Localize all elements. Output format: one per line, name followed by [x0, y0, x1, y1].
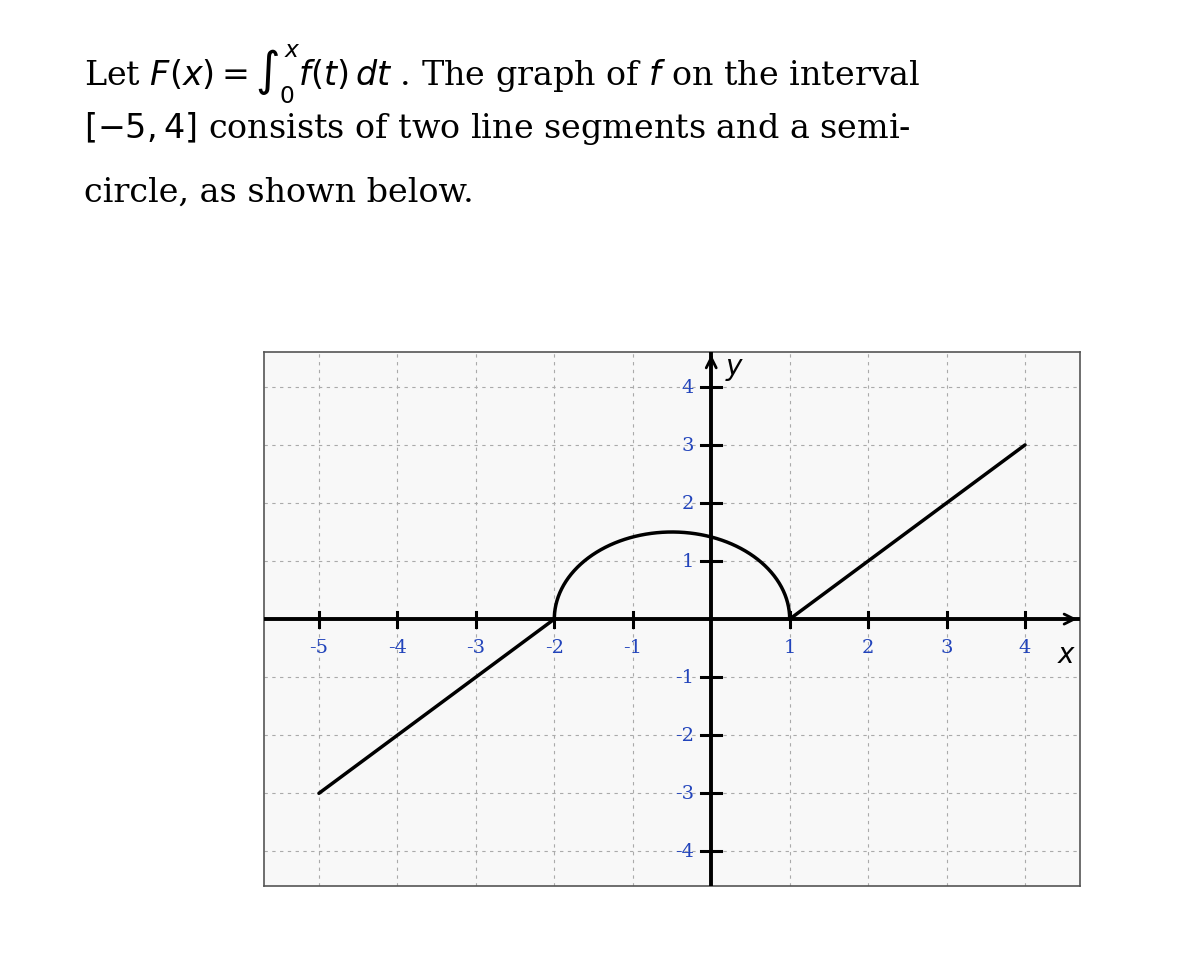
Text: 2: 2 — [682, 495, 694, 513]
Text: -2: -2 — [674, 726, 694, 744]
Text: circle, as shown below.: circle, as shown below. — [84, 176, 474, 209]
Text: -1: -1 — [623, 638, 642, 656]
Text: 1: 1 — [784, 638, 796, 656]
Text: -3: -3 — [674, 784, 694, 802]
Text: Let $F(x) = \int_0^x f(t)\,dt$ . The graph of $f$ on the interval: Let $F(x) = \int_0^x f(t)\,dt$ . The gra… — [84, 43, 920, 106]
Text: -4: -4 — [388, 638, 407, 656]
Text: 1: 1 — [682, 553, 694, 571]
Text: -3: -3 — [467, 638, 486, 656]
Text: -1: -1 — [674, 668, 694, 686]
Text: $x$: $x$ — [1057, 641, 1076, 668]
Text: 2: 2 — [862, 638, 875, 656]
Text: 3: 3 — [941, 638, 953, 656]
Text: $[-5, 4]$ consists of two line segments and a semi-: $[-5, 4]$ consists of two line segments … — [84, 110, 911, 147]
Text: -5: -5 — [310, 638, 329, 656]
Text: 4: 4 — [1019, 638, 1031, 656]
Text: 3: 3 — [682, 436, 694, 455]
Text: -4: -4 — [674, 842, 694, 861]
Text: -2: -2 — [545, 638, 564, 656]
Text: $y$: $y$ — [725, 355, 745, 382]
Text: 4: 4 — [682, 378, 694, 396]
